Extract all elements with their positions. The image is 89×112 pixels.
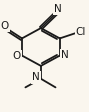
Text: N: N xyxy=(61,50,69,60)
Text: Cl: Cl xyxy=(76,27,86,37)
Text: N: N xyxy=(54,4,61,14)
Text: N: N xyxy=(32,72,40,82)
Text: O: O xyxy=(0,20,9,30)
Text: O: O xyxy=(12,51,21,61)
